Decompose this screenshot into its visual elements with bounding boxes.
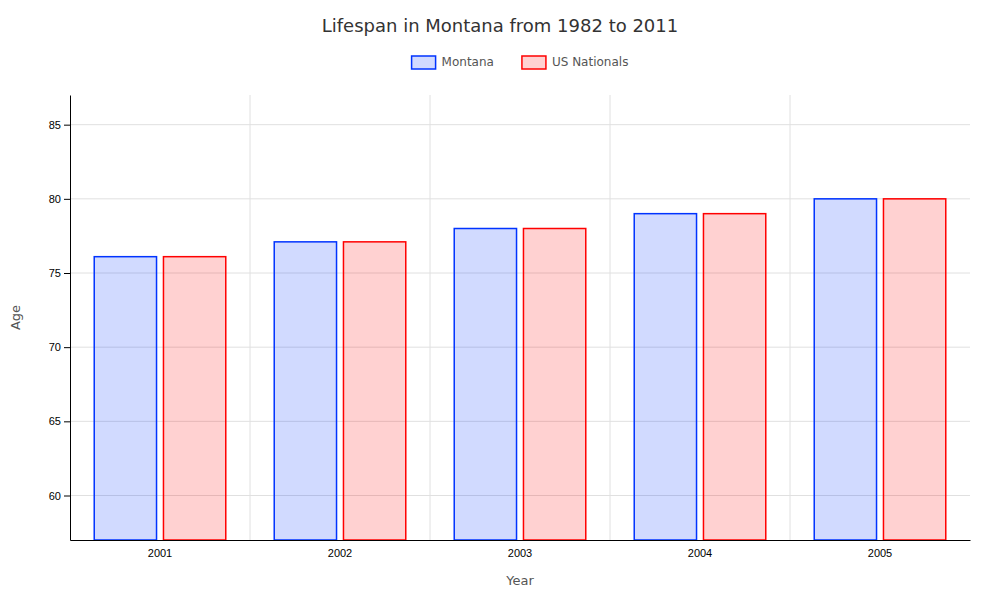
legend-swatch bbox=[522, 56, 546, 69]
tick: 2002 bbox=[328, 547, 352, 559]
tick: 2001 bbox=[148, 547, 172, 559]
tick-mark bbox=[64, 125, 70, 126]
bar bbox=[163, 257, 225, 540]
group-separator bbox=[430, 95, 431, 540]
tick-label: 75 bbox=[49, 267, 61, 279]
bar bbox=[454, 229, 516, 541]
bars bbox=[94, 199, 946, 540]
tick-label: 60 bbox=[49, 490, 61, 502]
tick-label: 65 bbox=[49, 415, 61, 427]
tick: 65 bbox=[49, 415, 70, 427]
bar bbox=[634, 214, 696, 540]
tick: 70 bbox=[49, 341, 70, 353]
bar bbox=[523, 229, 585, 541]
legend: Montana US Nationals bbox=[412, 55, 629, 69]
tick-label: 2004 bbox=[688, 547, 712, 559]
tick: 2003 bbox=[508, 547, 532, 559]
legend-label: US Nationals bbox=[552, 55, 628, 69]
tick-mark bbox=[64, 199, 70, 200]
tick-label: 2002 bbox=[328, 547, 352, 559]
axis-line bbox=[70, 96, 71, 541]
group-separator bbox=[790, 95, 791, 540]
grid-line bbox=[70, 124, 970, 125]
tick-label: 2005 bbox=[868, 547, 892, 559]
y-axis: 60 65 70 75 80 85 bbox=[49, 96, 71, 541]
group-separator bbox=[250, 95, 251, 540]
tick-label: 2003 bbox=[508, 547, 532, 559]
plot: 60 65 70 75 80 85 2001 2002 2003 2004 2005 bbox=[49, 95, 971, 559]
bar bbox=[703, 214, 765, 540]
tick-mark bbox=[64, 273, 70, 274]
axis-line bbox=[71, 540, 971, 541]
tick-mark bbox=[64, 347, 70, 348]
tick: 85 bbox=[49, 119, 70, 131]
tick: 2004 bbox=[688, 547, 712, 559]
chart: Lifespan in Montana from 1982 to 2011606… bbox=[0, 0, 1000, 600]
tick-label: 80 bbox=[49, 193, 61, 205]
y-axis-label: Age bbox=[8, 305, 23, 330]
title: Lifespan in Montana from 1982 to 2011 bbox=[322, 15, 678, 36]
bar bbox=[343, 242, 405, 540]
x-axis-label: Year bbox=[505, 573, 534, 588]
bar bbox=[274, 242, 336, 540]
legend-item: US Nationals bbox=[522, 55, 628, 69]
tick-label: 2001 bbox=[148, 547, 172, 559]
tick: 60 bbox=[49, 490, 70, 502]
group-separator bbox=[610, 95, 611, 540]
tick: 75 bbox=[49, 267, 70, 279]
bar bbox=[814, 199, 876, 540]
x-axis: 2001 2002 2003 2004 2005 bbox=[71, 541, 971, 559]
tick: 2005 bbox=[868, 547, 892, 559]
tick-label: 85 bbox=[49, 119, 61, 131]
grid bbox=[70, 95, 970, 540]
legend-item: Montana bbox=[412, 55, 494, 69]
bar bbox=[94, 257, 156, 540]
tick: 80 bbox=[49, 193, 70, 205]
bar bbox=[883, 199, 945, 540]
tick-mark bbox=[64, 496, 70, 497]
tick-mark bbox=[64, 421, 70, 422]
legend-label: Montana bbox=[442, 55, 494, 69]
tick-label: 70 bbox=[49, 341, 61, 353]
legend-swatch bbox=[412, 56, 436, 69]
